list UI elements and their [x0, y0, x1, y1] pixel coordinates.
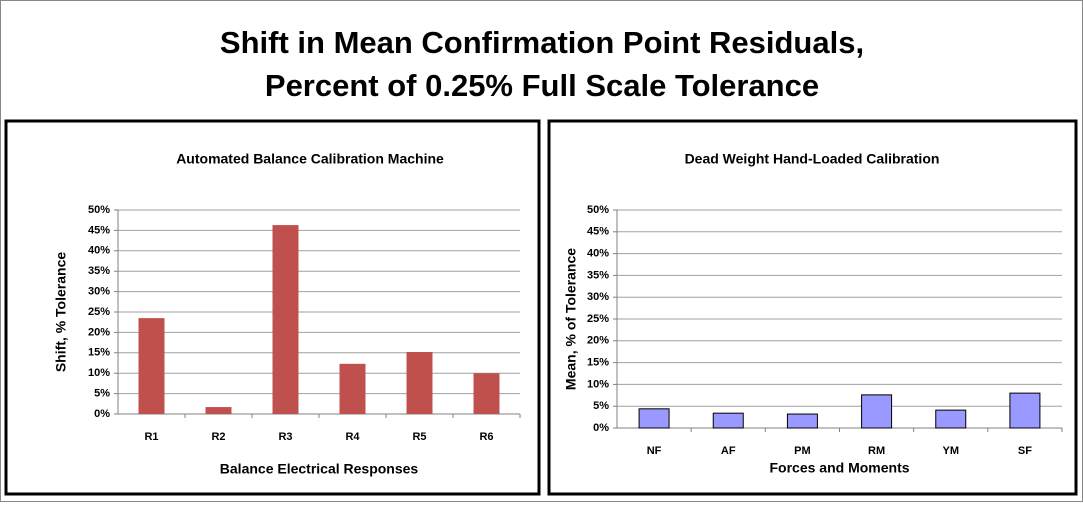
y-tick-label: 25% [88, 306, 110, 318]
x-tick-label: NF [647, 445, 662, 457]
x-axis-title: Forces and Moments [769, 460, 909, 476]
x-tick-label: R3 [278, 431, 292, 443]
bar [138, 318, 165, 414]
chart-title: Automated Balance Calibration Machine [176, 151, 444, 167]
y-tick-label: 50% [587, 204, 609, 216]
y-tick-label: 5% [94, 388, 110, 400]
x-axis-title: Balance Electrical Responses [220, 461, 419, 477]
y-axis-title: Mean, % of Tolerance [563, 248, 579, 390]
bar [786, 413, 818, 429]
bar [712, 412, 744, 429]
y-tick-label: 0% [94, 408, 110, 420]
y-tick-label: 40% [88, 245, 110, 257]
y-tick-label: 10% [587, 378, 609, 390]
x-tick-label: SF [1018, 445, 1032, 457]
bar [1009, 392, 1041, 429]
x-tick-label: YM [943, 445, 960, 457]
main-title-line: Shift in Mean Confirmation Point Residua… [220, 25, 864, 60]
y-tick-label: 35% [587, 269, 609, 281]
y-tick-label: 20% [88, 326, 110, 338]
y-tick-label: 35% [88, 265, 110, 277]
x-tick-label: AF [721, 445, 736, 457]
bar [339, 363, 366, 414]
y-tick-label: 45% [88, 224, 110, 236]
bar [473, 373, 500, 414]
x-tick-label: R6 [479, 431, 493, 443]
x-tick-label: RM [868, 445, 885, 457]
y-tick-label: 15% [587, 357, 609, 369]
y-tick-label: 10% [88, 367, 110, 379]
y-tick-label: 40% [587, 248, 609, 260]
y-tick-label: 0% [593, 422, 609, 434]
x-tick-label: R2 [211, 431, 225, 443]
y-tick-label: 25% [587, 313, 609, 325]
y-tick-label: 30% [587, 291, 609, 303]
x-tick-label: PM [794, 445, 811, 457]
bar [935, 409, 967, 429]
chart-frame [547, 119, 1078, 496]
chart-title: Dead Weight Hand-Loaded Calibration [685, 151, 940, 167]
x-tick-label: R4 [345, 431, 360, 443]
y-tick-label: 45% [587, 226, 609, 238]
bar [272, 225, 299, 414]
bar [861, 394, 893, 429]
y-axis-title: Shift, % Tolerance [53, 252, 69, 373]
y-tick-label: 20% [587, 335, 609, 347]
main-title-line: Percent of 0.25% Full Scale Tolerance [265, 68, 819, 103]
y-tick-label: 30% [88, 286, 110, 298]
y-tick-label: 15% [88, 347, 110, 359]
y-tick-label: 5% [593, 400, 609, 412]
bar [406, 351, 433, 414]
y-tick-label: 50% [88, 204, 110, 216]
bar [205, 407, 232, 414]
bar [638, 408, 670, 429]
x-tick-label: R1 [144, 431, 158, 443]
x-tick-label: R5 [412, 431, 426, 443]
